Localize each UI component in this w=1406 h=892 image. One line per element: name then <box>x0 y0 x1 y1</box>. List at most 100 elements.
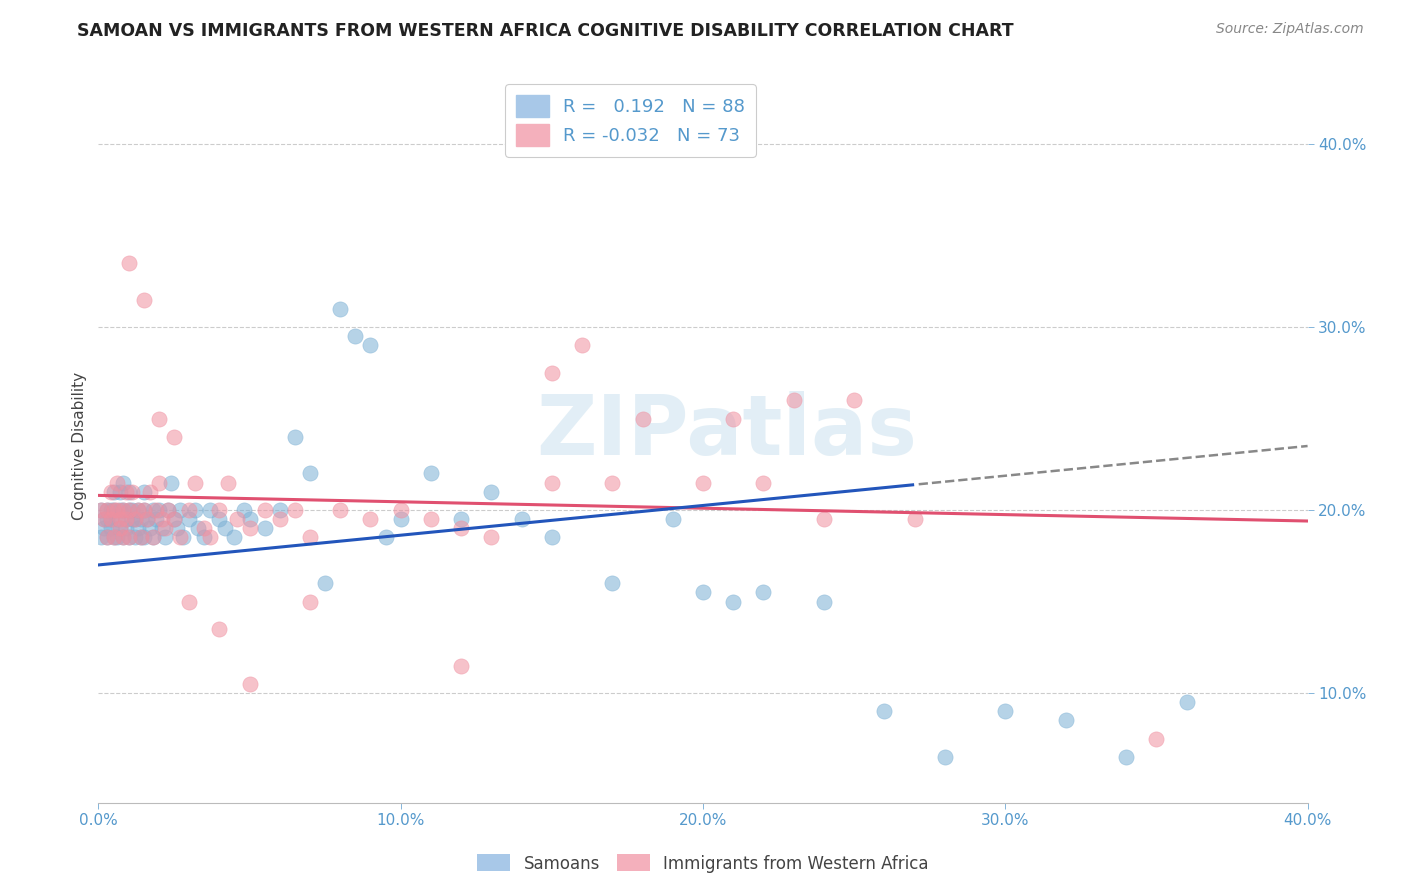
Point <box>214 521 236 535</box>
Point <box>96 503 118 517</box>
Point <box>100 484 122 499</box>
Point <box>723 594 745 608</box>
Point <box>602 576 624 591</box>
Point <box>692 585 714 599</box>
Point <box>93 521 115 535</box>
Point <box>103 503 125 517</box>
Legend: Samoans, Immigrants from Western Africa: Samoans, Immigrants from Western Africa <box>471 847 935 880</box>
Point <box>114 512 136 526</box>
Point <box>360 338 382 352</box>
Point <box>783 393 806 408</box>
Point <box>129 531 152 545</box>
Point <box>118 531 141 545</box>
Point <box>374 531 396 545</box>
Point <box>193 531 215 545</box>
Point <box>813 594 835 608</box>
Point <box>540 531 562 545</box>
Point <box>100 512 122 526</box>
Point <box>314 576 336 591</box>
Point <box>481 484 503 499</box>
Point <box>96 531 118 545</box>
Point <box>299 531 322 545</box>
Point <box>179 503 201 517</box>
Point <box>108 521 131 535</box>
Point <box>389 512 412 526</box>
Point <box>118 484 141 499</box>
Point <box>118 256 141 270</box>
Point <box>1115 750 1137 764</box>
Point <box>103 531 125 545</box>
Point <box>156 503 179 517</box>
Point <box>450 521 472 535</box>
Point <box>166 521 188 535</box>
Point <box>602 475 624 490</box>
Point <box>105 531 128 545</box>
Point <box>284 430 307 444</box>
Point <box>93 512 115 526</box>
Point <box>163 430 186 444</box>
Point <box>150 512 173 526</box>
Point <box>121 512 143 526</box>
Point <box>90 503 112 517</box>
Point <box>179 512 201 526</box>
Point <box>193 521 215 535</box>
Point <box>124 512 146 526</box>
Point <box>135 512 157 526</box>
Point <box>139 521 162 535</box>
Point <box>129 512 152 526</box>
Point <box>142 503 165 517</box>
Point <box>226 512 249 526</box>
Point <box>111 503 134 517</box>
Point <box>172 531 194 545</box>
Point <box>540 366 562 380</box>
Point <box>127 521 149 535</box>
Point <box>208 512 231 526</box>
Point <box>153 531 176 545</box>
Point <box>103 484 125 499</box>
Point <box>934 750 956 764</box>
Point <box>90 503 112 517</box>
Point <box>481 531 503 545</box>
Point <box>105 475 128 490</box>
Point <box>163 512 186 526</box>
Point <box>269 503 291 517</box>
Point <box>450 658 472 673</box>
Point <box>420 512 443 526</box>
Point <box>156 503 179 517</box>
Point <box>124 512 146 526</box>
Point <box>148 475 170 490</box>
Point <box>100 512 122 526</box>
Point <box>103 503 125 517</box>
Point <box>904 512 927 526</box>
Point <box>96 531 118 545</box>
Point <box>111 503 134 517</box>
Point <box>994 704 1017 718</box>
Point <box>96 503 118 517</box>
Point <box>360 512 382 526</box>
Point <box>108 512 131 526</box>
Point <box>723 411 745 425</box>
Point <box>103 531 125 545</box>
Point <box>132 531 155 545</box>
Point <box>299 594 322 608</box>
Point <box>344 329 367 343</box>
Point <box>163 512 186 526</box>
Point <box>118 531 141 545</box>
Text: ZIPatlas: ZIPatlas <box>537 392 918 472</box>
Point <box>142 531 165 545</box>
Point <box>1054 714 1077 728</box>
Point <box>114 512 136 526</box>
Point <box>540 475 562 490</box>
Point <box>253 503 276 517</box>
Point <box>124 531 146 545</box>
Point <box>111 475 134 490</box>
Point <box>179 594 201 608</box>
Point <box>752 475 775 490</box>
Point <box>813 512 835 526</box>
Point <box>239 677 262 691</box>
Point <box>389 503 412 517</box>
Point <box>132 503 155 517</box>
Point <box>114 484 136 499</box>
Point <box>90 531 112 545</box>
Point <box>571 338 593 352</box>
